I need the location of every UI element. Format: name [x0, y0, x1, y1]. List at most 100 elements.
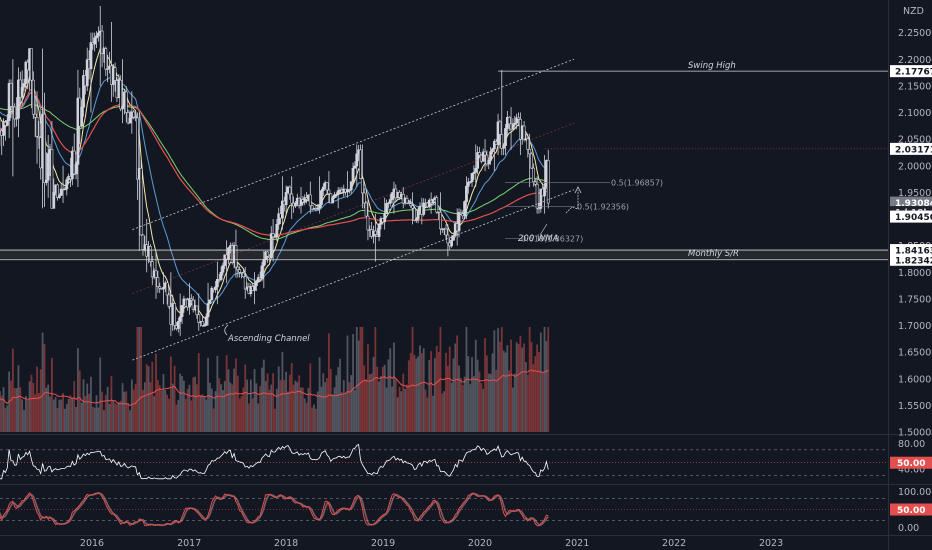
volume-bar	[515, 342, 518, 432]
volume-bar	[393, 342, 395, 432]
candle-body	[543, 186, 546, 197]
volume-bar	[19, 387, 22, 432]
candle-body	[390, 192, 394, 200]
candle-body	[180, 305, 184, 317]
projection-arrow-icon	[574, 186, 582, 194]
volume-bar	[365, 379, 367, 432]
volume-bar	[292, 384, 295, 432]
candle-body	[124, 91, 128, 113]
volume-bar	[329, 368, 332, 432]
price-tick-label: 1.60000	[898, 374, 932, 385]
volume-bar	[538, 352, 540, 432]
candle-body	[104, 48, 108, 70]
candle-body	[487, 160, 491, 165]
volume-bar	[103, 410, 105, 432]
volume-bar	[248, 403, 250, 432]
candle-body	[366, 215, 370, 231]
volume-bar	[132, 389, 135, 432]
candle-body	[470, 173, 474, 183]
price-tag-label: 1.84163	[895, 247, 932, 257]
volume-bar	[452, 358, 455, 432]
candle-body	[223, 254, 227, 266]
time-axis: 2016 2017 2018 2019 2020 2021 2022 2023	[80, 538, 783, 549]
candle-body	[290, 193, 294, 204]
volume-bar	[415, 358, 418, 432]
candle-body	[162, 287, 165, 290]
volume-bar	[164, 390, 167, 432]
volume-bar	[142, 389, 144, 432]
volume-bar	[88, 393, 90, 432]
volume-bar	[177, 399, 180, 432]
volume-bar	[530, 342, 533, 432]
volume-bar	[121, 383, 124, 432]
volume-bar	[309, 363, 312, 432]
candle-body	[184, 298, 188, 301]
volume-bar	[335, 375, 338, 432]
volume-bar	[155, 353, 157, 432]
candle-body	[288, 186, 292, 195]
projection-path	[565, 190, 579, 214]
volume-bar	[504, 352, 507, 432]
volume-bar	[446, 365, 449, 432]
fib-label: 0.5(1.96857)	[611, 178, 663, 187]
volume-bar	[223, 381, 226, 432]
volume-bar	[402, 373, 405, 432]
candle-body	[281, 200, 284, 219]
ascending-channel-label: Ascending Channel	[227, 334, 310, 344]
candle-body	[113, 67, 117, 81]
volume-bar	[327, 333, 330, 432]
volume-bar	[318, 357, 321, 432]
stoch-value-tag	[890, 503, 932, 516]
volume-bar	[91, 406, 94, 432]
volume-bar	[352, 334, 354, 432]
volume-bar	[171, 383, 174, 432]
candle-body	[511, 124, 515, 130]
candle-body	[450, 240, 453, 247]
volume-bar	[60, 399, 63, 432]
volume-bar	[512, 387, 514, 432]
volume-bar	[26, 399, 29, 432]
price-tick-label: 1.80000	[898, 268, 932, 279]
volume-bar	[166, 394, 169, 432]
volume-bar	[316, 391, 319, 432]
candle-body	[22, 83, 26, 88]
candle-body	[513, 122, 517, 125]
candle-body	[46, 153, 50, 181]
candle-body	[277, 213, 281, 225]
price-tick-label: 1.65000	[898, 348, 932, 359]
candle-body	[65, 179, 69, 190]
price-tag-label: 2.17767	[895, 68, 932, 78]
candle-body	[539, 188, 543, 209]
volume-bar	[491, 353, 494, 432]
candle-body	[182, 298, 186, 306]
volume-bar	[499, 341, 501, 432]
candle-body	[452, 235, 455, 241]
candle-body	[24, 61, 28, 84]
price-tag-label: 1.90450	[895, 213, 932, 223]
candle-body	[150, 261, 154, 278]
volume-bar	[294, 380, 297, 432]
candle-body	[388, 199, 392, 204]
candle-body	[476, 152, 480, 169]
volume-bar	[394, 379, 397, 432]
volume-bar	[64, 408, 66, 432]
volume-bar	[275, 388, 278, 432]
volume-bar	[495, 369, 498, 432]
candle-body	[439, 211, 442, 230]
price-tick-label: 2.10000	[898, 108, 932, 119]
candle-body	[85, 59, 89, 87]
candle-body	[327, 189, 331, 195]
volume-bar	[93, 407, 96, 432]
candle-body	[219, 271, 223, 280]
volume-bar	[532, 364, 535, 432]
volume-bar	[508, 370, 511, 432]
volume-bar	[117, 402, 120, 432]
volume-bar	[162, 374, 165, 432]
volume-bar	[125, 391, 128, 432]
volume-bar	[387, 359, 390, 432]
candle-body	[9, 83, 13, 107]
candle-body	[59, 188, 63, 196]
